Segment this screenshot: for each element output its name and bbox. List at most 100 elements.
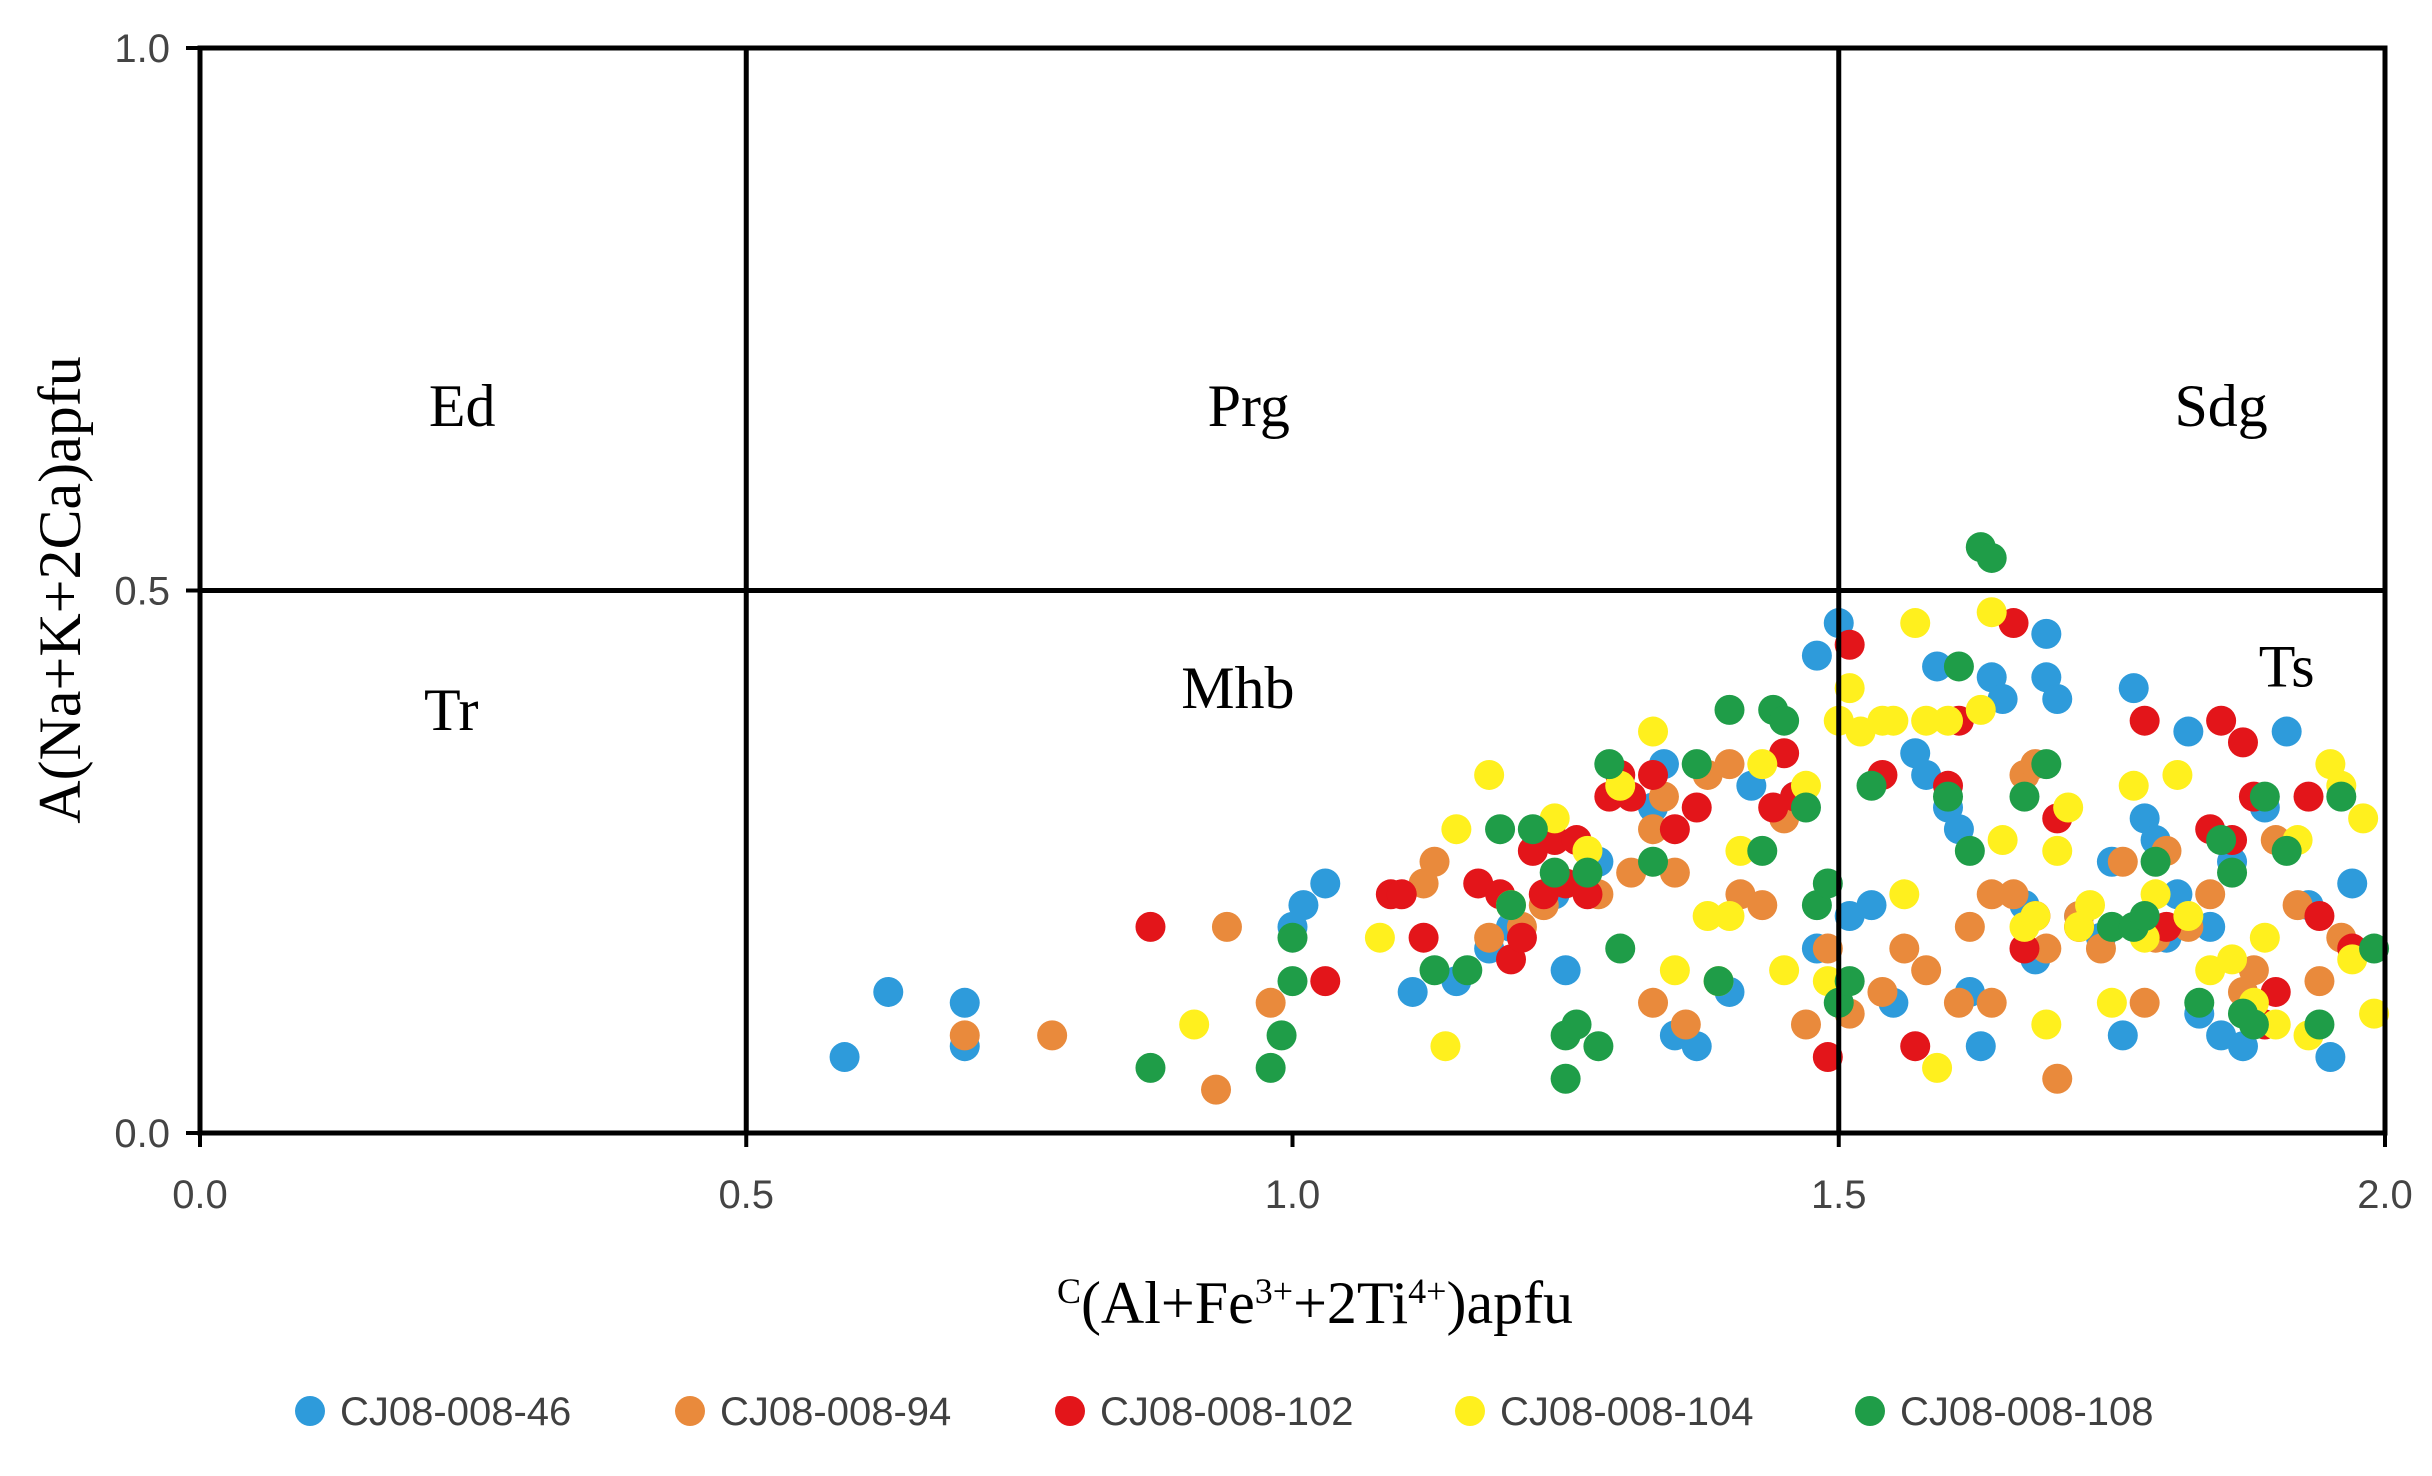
data-point-series-5-12 <box>1550 1063 1581 1094</box>
data-point-series-5-37 <box>2009 781 2040 812</box>
field-label-ts: Ts <box>2259 633 2315 699</box>
y-tick-label-2: 0.5 <box>114 570 170 614</box>
data-point-series-4-56 <box>2348 803 2379 834</box>
data-point-series-4-15 <box>1725 835 1756 866</box>
data-point-series-1-61 <box>2315 1042 2346 1073</box>
data-point-series-5-30 <box>1834 966 1865 997</box>
data-point-series-5-6 <box>1419 955 1450 986</box>
x-axis-title-part-2: +2Ti <box>1293 1270 1408 1336</box>
data-point-series-2-30 <box>1954 911 1985 942</box>
data-point-series-5-4 <box>1277 966 1308 997</box>
data-points <box>829 532 2390 1105</box>
data-point-series-4-49 <box>2249 922 2280 953</box>
field-label-prg: Prg <box>1208 373 1290 439</box>
data-point-series-4-35 <box>2031 1009 2062 1040</box>
data-point-series-3-2 <box>1310 966 1341 997</box>
data-point-series-3-1 <box>1135 911 1166 942</box>
data-point-series-1-2 <box>873 976 904 1007</box>
data-point-series-5-39 <box>2096 911 2127 942</box>
legend-label-3: CJ08-008-102 <box>1100 1390 1354 1434</box>
data-point-series-3-32 <box>2009 933 2040 964</box>
data-point-series-3-19 <box>1638 759 1669 790</box>
data-point-series-3-9 <box>1506 922 1537 953</box>
field-boundaries <box>200 48 2385 1133</box>
data-point-series-5-36 <box>1976 542 2007 573</box>
data-point-series-4-24 <box>1878 705 1909 736</box>
data-point-series-5-18 <box>1605 933 1636 964</box>
data-point-series-4-27 <box>1911 705 1942 736</box>
data-point-series-3-46 <box>2304 901 2335 931</box>
data-point-series-4-2 <box>1364 922 1395 953</box>
data-point-series-3-28 <box>1900 1031 1931 1062</box>
data-point-series-4-36 <box>2042 835 2073 866</box>
data-point-series-2-8 <box>1474 922 1505 953</box>
data-point-series-5-48 <box>2249 781 2280 812</box>
data-point-series-2-36 <box>2031 933 2062 964</box>
x-tick-label-4: 1.5 <box>1811 1173 1867 1217</box>
data-point-series-1-27 <box>1856 890 1887 921</box>
data-point-series-4-5 <box>1474 759 1505 790</box>
data-point-series-4-16 <box>1747 749 1778 780</box>
data-point-series-5-26 <box>1790 792 1821 823</box>
data-point-series-1-6 <box>1288 890 1319 921</box>
data-point-series-2-31 <box>1976 987 2007 1018</box>
x-tick-label-2: 0.5 <box>718 1173 774 1217</box>
data-point-series-4-32 <box>1987 825 2018 856</box>
data-point-series-5-22 <box>1714 694 1745 725</box>
data-point-series-2-5 <box>1255 987 1286 1018</box>
data-point-series-5-52 <box>2359 933 2390 964</box>
data-point-series-2-40 <box>2107 846 2138 877</box>
data-point-series-2-4 <box>1211 911 1242 942</box>
data-point-series-5-20 <box>1681 749 1712 780</box>
data-point-series-3-41 <box>2227 727 2258 758</box>
data-point-series-5-31 <box>1856 770 1887 801</box>
legend-label-2: CJ08-008-94 <box>720 1390 951 1434</box>
data-point-series-1-42 <box>2042 684 2073 714</box>
data-point-series-4-30 <box>1965 694 1996 725</box>
data-point-series-5-23 <box>1747 835 1778 866</box>
data-point-series-1-46 <box>2107 1020 2138 1051</box>
x-tick-label-1: 0.0 <box>172 1173 228 1217</box>
data-point-series-4-11 <box>1659 955 1690 986</box>
data-point-series-4-41 <box>2118 770 2149 801</box>
field-label-mhb: Mhb <box>1181 655 1294 721</box>
data-point-series-5-17 <box>1594 749 1625 780</box>
data-point-series-5-16 <box>1583 1031 1614 1062</box>
data-point-series-4-40 <box>2096 987 2127 1018</box>
data-point-series-4-14 <box>1714 901 1745 931</box>
legend-marker-5 <box>1855 1396 1885 1426</box>
data-point-series-4-47 <box>2217 944 2248 975</box>
data-point-series-1-1 <box>829 1042 860 1073</box>
data-point-series-5-3 <box>1266 1020 1297 1051</box>
data-point-series-1-3 <box>949 987 980 1018</box>
legend-marker-2 <box>675 1396 705 1426</box>
data-point-series-4-1 <box>1179 1009 1210 1040</box>
data-point-series-1-59 <box>2271 716 2302 747</box>
data-point-series-5-9 <box>1496 890 1526 921</box>
data-point-series-2-7 <box>1419 846 1450 877</box>
data-point-series-2-1 <box>949 1020 980 1051</box>
y-tick-label-1: 0.0 <box>114 1112 170 1156</box>
data-point-series-5-14 <box>1561 1009 1592 1040</box>
data-point-series-4-44 <box>2162 759 2193 790</box>
data-point-series-1-47 <box>2118 673 2149 704</box>
data-point-series-4-45 <box>2173 901 2204 931</box>
data-point-series-5-19 <box>1638 846 1669 877</box>
data-point-series-3-20 <box>1659 814 1690 845</box>
data-point-series-2-29 <box>1943 987 1974 1018</box>
data-point-series-1-13 <box>1550 955 1581 986</box>
data-point-series-2-19 <box>1714 749 1745 780</box>
data-point-series-3-39 <box>2206 705 2237 736</box>
data-point-series-1-62 <box>2337 868 2368 899</box>
data-point-series-5-42 <box>2140 846 2171 877</box>
data-point-series-2-13 <box>1638 814 1669 845</box>
data-point-series-2-21 <box>1747 890 1778 921</box>
data-point-series-3-21 <box>1681 792 1712 823</box>
data-point-series-5-45 <box>2217 857 2248 888</box>
data-point-series-5-15 <box>1572 857 1603 888</box>
y-axis-title: A(Na+K+2Ca)apfu <box>27 356 93 824</box>
data-point-series-2-33 <box>1998 879 2029 910</box>
data-point-series-5-1 <box>1135 1052 1166 1083</box>
data-point-series-1-8 <box>1397 976 1428 1007</box>
